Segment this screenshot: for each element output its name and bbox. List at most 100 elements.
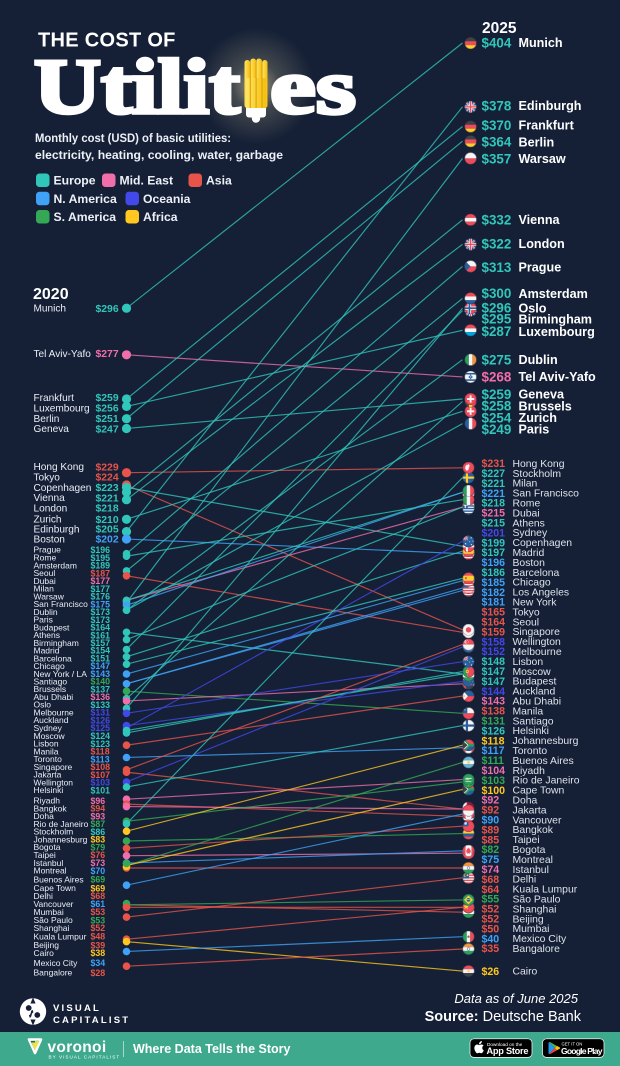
svg-text:Stockholm: Stockholm <box>513 469 562 480</box>
svg-text:$69: $69 <box>91 883 106 893</box>
svg-text:$195: $195 <box>91 553 111 563</box>
svg-text:Rio de Janeiro: Rio de Janeiro <box>513 776 580 787</box>
svg-text:Vancouver: Vancouver <box>513 815 562 826</box>
svg-text:São Paulo: São Paulo <box>34 915 73 925</box>
svg-text:Tel Aviv-Yafo: Tel Aviv-Yafo <box>34 349 92 360</box>
svg-text:Rome: Rome <box>34 553 57 563</box>
svg-text:$90: $90 <box>482 815 500 827</box>
svg-text:Paris: Paris <box>519 423 550 437</box>
svg-text:Oslo: Oslo <box>34 700 52 710</box>
svg-text:Istanbul: Istanbul <box>34 858 64 868</box>
svg-text:$229: $229 <box>96 462 119 473</box>
svg-text:BY VISUAL CAPITALIST: BY VISUAL CAPITALIST <box>49 1055 121 1060</box>
svg-text:Sydney: Sydney <box>513 528 548 539</box>
svg-text:$185: $185 <box>482 577 506 589</box>
svg-text:Mid. East: Mid. East <box>120 174 174 188</box>
svg-text:$182: $182 <box>482 587 506 599</box>
svg-text:São Paulo: São Paulo <box>513 895 561 906</box>
svg-text:$131: $131 <box>91 708 111 718</box>
svg-text:Beijing: Beijing <box>34 940 60 950</box>
svg-text:Dublin: Dublin <box>519 353 558 367</box>
svg-text:$83: $83 <box>91 835 106 845</box>
svg-text:$256: $256 <box>96 404 119 415</box>
svg-text:Bogota: Bogota <box>513 845 546 856</box>
svg-text:$61: $61 <box>91 899 106 909</box>
svg-text:Vancouver: Vancouver <box>34 899 74 909</box>
svg-text:Toronto: Toronto <box>513 746 548 757</box>
svg-text:$100: $100 <box>482 785 506 797</box>
svg-text:$103: $103 <box>482 775 506 787</box>
svg-text:Berlin: Berlin <box>519 135 555 149</box>
svg-text:$96: $96 <box>91 796 106 806</box>
svg-text:Brussels: Brussels <box>519 399 572 413</box>
svg-text:2020: 2020 <box>33 286 69 303</box>
svg-text:$296: $296 <box>96 304 119 315</box>
svg-text:Mexico City: Mexico City <box>34 958 79 968</box>
svg-text:Bangalore: Bangalore <box>513 944 561 955</box>
svg-text:$177: $177 <box>91 584 111 594</box>
svg-text:$93: $93 <box>91 811 106 821</box>
svg-text:Amsterdam: Amsterdam <box>34 560 77 570</box>
svg-text:Wellington: Wellington <box>513 637 562 648</box>
svg-text:Auckland: Auckland <box>513 687 556 698</box>
svg-text:Cape Town: Cape Town <box>513 786 565 797</box>
svg-text:2025: 2025 <box>482 20 517 37</box>
svg-text:$332: $332 <box>482 212 512 227</box>
svg-text:Frankfurt: Frankfurt <box>34 393 75 404</box>
svg-text:Warsaw: Warsaw <box>519 152 566 166</box>
svg-text:$221: $221 <box>482 478 506 490</box>
svg-text:$144: $144 <box>482 686 506 698</box>
svg-text:Tokyo: Tokyo <box>34 473 61 484</box>
svg-text:Amsterdam: Amsterdam <box>519 287 588 301</box>
svg-text:$357: $357 <box>482 151 512 166</box>
svg-text:$295: $295 <box>482 312 512 327</box>
svg-text:$48: $48 <box>91 932 106 942</box>
svg-text:Doha: Doha <box>34 811 55 821</box>
svg-text:Kuala Lumpur: Kuala Lumpur <box>513 885 578 896</box>
svg-text:$143: $143 <box>482 696 506 708</box>
svg-text:$370: $370 <box>482 118 512 133</box>
svg-text:Rome: Rome <box>513 499 541 510</box>
svg-text:$154: $154 <box>91 646 111 656</box>
svg-text:Melbourne: Melbourne <box>513 647 562 658</box>
svg-text:Buenos Aires: Buenos Aires <box>513 756 574 767</box>
svg-text:$68: $68 <box>482 874 500 886</box>
svg-text:$201: $201 <box>482 527 506 539</box>
svg-text:San Francisco: San Francisco <box>513 489 580 500</box>
svg-text:Riyadh: Riyadh <box>513 766 546 777</box>
svg-text:$117: $117 <box>482 745 505 757</box>
svg-text:$52: $52 <box>482 914 500 926</box>
svg-text:Helsinki: Helsinki <box>34 785 64 795</box>
svg-text:Montreal: Montreal <box>513 855 553 866</box>
svg-text:Dubai: Dubai <box>34 576 56 586</box>
svg-text:Vienna: Vienna <box>519 213 561 227</box>
svg-text:Johannesburg: Johannesburg <box>34 834 88 844</box>
svg-text:$111: $111 <box>482 755 505 767</box>
svg-text:$126: $126 <box>482 725 506 737</box>
svg-text:$52: $52 <box>91 923 106 933</box>
svg-text:$197: $197 <box>482 547 506 559</box>
svg-text:Athens: Athens <box>513 518 545 529</box>
svg-text:$224: $224 <box>96 473 119 484</box>
svg-text:$82: $82 <box>482 844 500 856</box>
svg-text:$227: $227 <box>482 468 506 480</box>
svg-text:Los Angeles: Los Angeles <box>513 588 570 599</box>
svg-text:$404: $404 <box>482 36 512 51</box>
svg-text:Santiago: Santiago <box>513 716 554 727</box>
svg-text:$218: $218 <box>482 498 506 510</box>
svg-text:New York: New York <box>513 598 558 609</box>
svg-text:$64: $64 <box>482 884 500 896</box>
svg-text:$108: $108 <box>91 762 111 772</box>
svg-text:$176: $176 <box>91 592 111 602</box>
svg-text:$125: $125 <box>91 723 111 733</box>
svg-text:$124: $124 <box>91 731 111 741</box>
svg-text:$275: $275 <box>482 352 512 367</box>
svg-text:Johannesburg: Johannesburg <box>513 736 579 747</box>
svg-text:$137: $137 <box>91 684 111 694</box>
svg-text:$221: $221 <box>482 488 506 500</box>
svg-text:$39: $39 <box>91 940 106 950</box>
svg-text:Edinburgh: Edinburgh <box>519 99 582 113</box>
svg-text:New York / LA: New York / LA <box>34 669 88 679</box>
svg-text:$68: $68 <box>91 891 106 901</box>
svg-text:$187: $187 <box>91 568 111 578</box>
